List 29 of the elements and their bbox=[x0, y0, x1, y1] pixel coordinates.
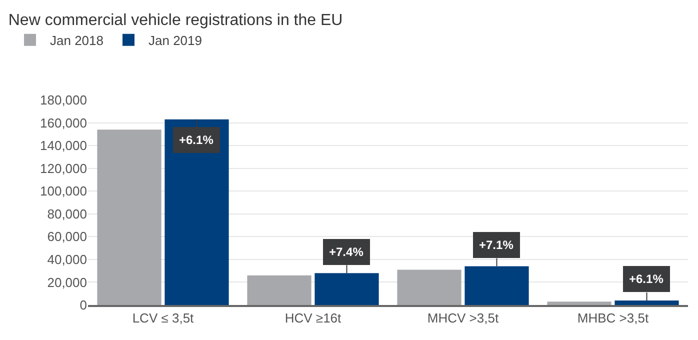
bar bbox=[164, 119, 229, 305]
y-tick-label: 100,000 bbox=[40, 184, 87, 199]
y-tick-label: 40,000 bbox=[47, 252, 87, 267]
x-tick-label: HCV ≥16t bbox=[284, 310, 342, 326]
bar bbox=[247, 275, 312, 305]
y-tick-label: 180,000 bbox=[40, 92, 87, 108]
bar bbox=[547, 302, 612, 305]
bar bbox=[314, 273, 379, 305]
y-tick-label: 60,000 bbox=[47, 229, 87, 244]
bar bbox=[397, 270, 462, 305]
y-tick-label: 20,000 bbox=[47, 274, 87, 290]
x-tick-label: LCV ≤ 3,5t bbox=[132, 310, 194, 326]
bar bbox=[614, 300, 679, 305]
x-tick-label: MHBC >3,5t bbox=[577, 310, 649, 326]
y-tick-label: 80,000 bbox=[47, 206, 87, 222]
y-tick-label: 140,000 bbox=[40, 138, 87, 154]
y-tick-label: 160,000 bbox=[40, 115, 87, 130]
annotation: +6.1% bbox=[629, 272, 664, 286]
annotation: +6.1% bbox=[179, 133, 214, 147]
annotation: +7.1% bbox=[479, 238, 514, 252]
y-tick-label: 120,000 bbox=[40, 160, 87, 176]
legend-label: Jan 2019 bbox=[148, 32, 202, 48]
chart-title: New commercial vehicle registrations in the EU bbox=[8, 12, 343, 29]
x-tick-label: MHCV >3,5t bbox=[427, 310, 499, 326]
bar bbox=[464, 266, 529, 305]
y-tick-label: 0 bbox=[80, 298, 87, 313]
bar bbox=[97, 130, 162, 305]
annotation: +7.4% bbox=[329, 245, 364, 259]
legend-label: Jan 2018 bbox=[50, 32, 104, 48]
